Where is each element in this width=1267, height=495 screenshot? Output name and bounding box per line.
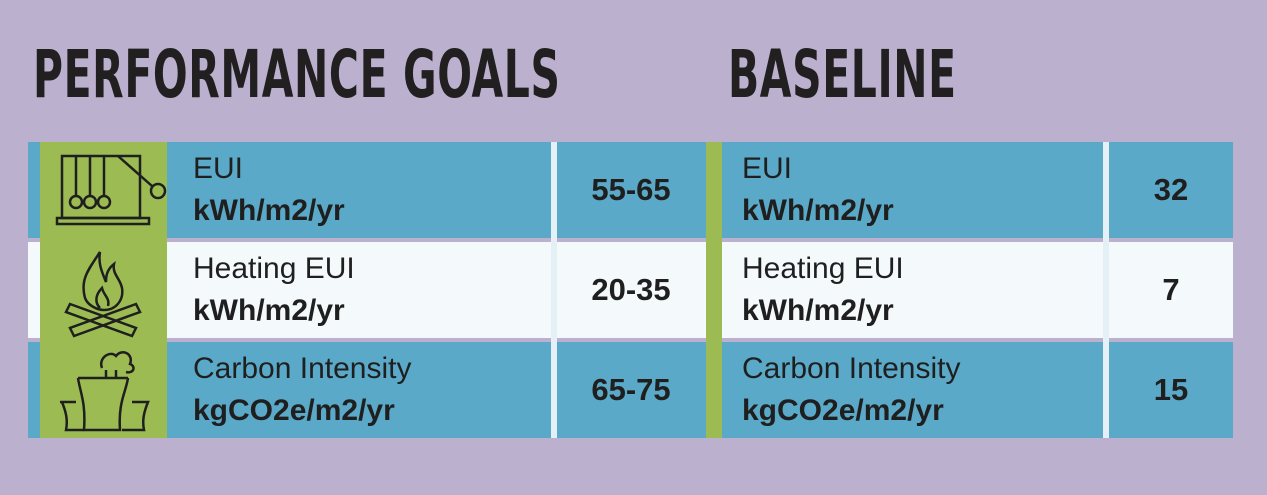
campfire-icon [40, 242, 167, 338]
baseline-metric-label: Carbon Intensity kgCO2e/m2/yr [742, 352, 961, 427]
goal-value: 55-65 [591, 172, 671, 207]
metric-label: Heating EUI kWh/m2/yr [193, 252, 355, 327]
newtons-cradle-icon [40, 142, 167, 238]
goal-value: 20-35 [591, 272, 671, 307]
baseline-heading: BASELINE [728, 36, 957, 113]
goal-value: 65-75 [591, 372, 671, 407]
performance-table: EUI kWh/m2/yr Heating EUI kWh/m2/yr Carbon… [28, 142, 1233, 438]
baseline-value: 7 [1162, 272, 1180, 307]
baseline-accent-bar [706, 142, 722, 438]
table-row [28, 342, 1233, 438]
baseline-metric-label: EUI kWh/m2/yr [742, 152, 894, 227]
table-row [28, 242, 1233, 338]
performance-goals-heading: PERFORMANCE GOALS [33, 36, 561, 113]
smokestack-icon [40, 342, 167, 438]
table-row [28, 142, 1233, 238]
baseline-value: 32 [1153, 172, 1189, 207]
baseline-metric-label: Heating EUI kWh/m2/yr [742, 252, 904, 327]
column-divider [1103, 142, 1109, 438]
metric-label: EUI kWh/m2/yr [193, 152, 345, 227]
metric-label: Carbon Intensity kgCO2e/m2/yr [193, 352, 412, 427]
baseline-value: 15 [1153, 372, 1189, 407]
column-divider [551, 142, 557, 438]
